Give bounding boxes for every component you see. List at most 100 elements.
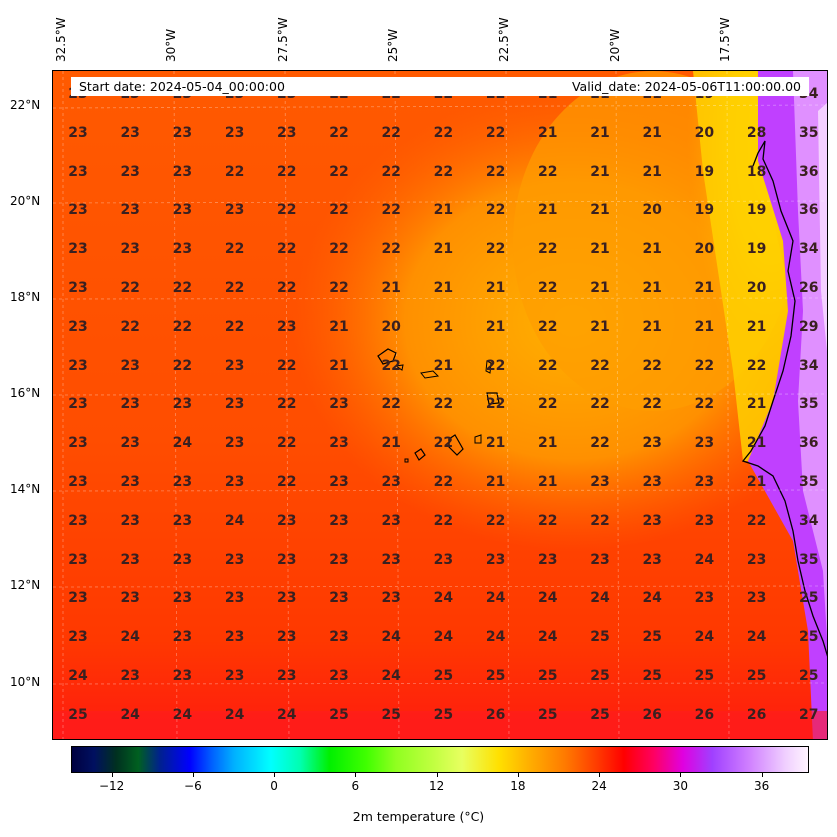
grid-value: 21 (642, 280, 662, 296)
valid-date-label: Valid_date: 2024-05-06T11:00:00.00 (571, 79, 801, 94)
longitude-label: 22.5°W (497, 17, 511, 62)
grid-value: 27 (799, 706, 819, 723)
grid-value: 25 (433, 706, 454, 723)
grid-value: 23 (120, 163, 140, 180)
grid-value: 23 (120, 396, 140, 413)
south-warm-band (53, 711, 827, 739)
grid-value: 24 (538, 590, 558, 607)
grid-value: 28 (746, 124, 767, 141)
island-brava (404, 458, 409, 463)
grid-value: 23 (642, 435, 662, 452)
grid-value: 25 (68, 706, 88, 723)
grid-value: 22 (433, 474, 454, 490)
grid-value: 23 (172, 124, 193, 141)
grid-value: 22 (172, 357, 193, 374)
island-santo-antao (377, 348, 397, 365)
grid-value: 23 (381, 474, 401, 490)
grid-value: 36 (799, 435, 819, 452)
grid-value: 22 (590, 396, 610, 413)
grid-value: 23 (120, 590, 140, 607)
grid-value: 23 (68, 163, 88, 180)
island-fogo (414, 448, 426, 461)
grid-value: 22 (277, 280, 297, 296)
grid-value: 23 (224, 124, 245, 141)
grid-value: 36 (799, 163, 819, 180)
colorbar-tick-label: 36 (753, 779, 770, 793)
grid-value: 22 (172, 318, 193, 335)
grid-value: 21 (485, 280, 506, 296)
grid-value: 23 (277, 590, 297, 607)
grid-value: 23 (68, 318, 88, 335)
grid-value: 24 (433, 629, 454, 646)
grid-value: 23 (277, 318, 297, 335)
grid-value: 23 (120, 124, 140, 141)
colorbar-tick-mark (517, 773, 519, 777)
colorbar-tick-label: −12 (98, 779, 125, 793)
grid-value: 22 (590, 357, 610, 374)
grid-value: 26 (746, 706, 767, 723)
yellow-coast-band (693, 71, 793, 461)
grid-value: 22 (485, 241, 506, 258)
latitude-label: 22°N (10, 98, 41, 112)
grid-value: 21 (381, 280, 401, 296)
grid-value: 23 (381, 512, 401, 529)
grid-value: 23 (224, 202, 245, 219)
grid-value: 23 (224, 551, 245, 568)
grid-value: 22 (120, 280, 140, 296)
grid-value: 22 (277, 241, 297, 258)
grid-value: 21 (433, 241, 454, 258)
grid-value: 20 (746, 280, 767, 296)
grid-value: 22 (590, 435, 610, 452)
island-boa-vista (486, 392, 500, 405)
grid-value: 21 (590, 202, 610, 219)
grid-value: 21 (590, 318, 610, 335)
grid-value: 25 (485, 668, 506, 684)
colorbar-tick-mark (111, 773, 113, 777)
grid-value: 22 (485, 124, 506, 141)
grid-value: 25 (746, 668, 767, 684)
grid-value: 22 (485, 512, 506, 529)
grid-value: 19 (746, 202, 767, 219)
grid-value: 22 (277, 163, 297, 180)
grid-value: 22 (120, 318, 140, 335)
grid-value: 26 (485, 706, 506, 723)
grid-value: 23 (642, 474, 662, 490)
grid-value: 22 (433, 435, 454, 452)
grid-value: 23 (329, 435, 349, 452)
grid-value: 21 (538, 202, 558, 219)
grid-value: 23 (277, 551, 297, 568)
grid-value: 34 (799, 357, 819, 374)
grid-value: 25 (642, 668, 662, 684)
grid-value: 24 (224, 706, 245, 723)
grid-value: 21 (329, 318, 349, 335)
date-info-bar: Start date: 2024-05-04_00:00:00 Valid_da… (71, 77, 809, 96)
start-date-label: Start date: 2024-05-04_00:00:00 (79, 79, 285, 94)
grid-value: 25 (329, 706, 349, 723)
map-area[interactable] (52, 70, 828, 740)
grid-value: 22 (433, 163, 454, 180)
grid-value: 22 (642, 396, 662, 413)
colorbar-tick-mark (680, 773, 682, 777)
grid-value: 23 (590, 551, 610, 568)
grid-value: 23 (224, 474, 245, 490)
grid-value: 22 (329, 124, 349, 141)
grid-value: 23 (172, 241, 193, 258)
grid-value: 23 (120, 668, 140, 684)
island-sao-vicente (394, 364, 404, 371)
colorbar-tick-mark (436, 773, 438, 777)
grid-value: 21 (590, 124, 610, 141)
grid-value: 21 (590, 280, 610, 296)
grid-value: 22 (381, 396, 401, 413)
grid-value: 23 (538, 551, 558, 568)
grid-value: 22 (538, 241, 558, 258)
colorbar-tick-label: −6 (184, 779, 202, 793)
grid-value: 23 (68, 241, 88, 258)
grid-value: 21 (433, 280, 454, 296)
grid-value: 23 (68, 435, 88, 452)
island-santiago (448, 434, 464, 456)
grid-value: 23 (68, 629, 88, 646)
grid-value: 22 (538, 396, 558, 413)
grid-value: 26 (799, 280, 819, 296)
grid-value: 25 (642, 629, 662, 646)
grid-value: 22 (329, 202, 349, 219)
